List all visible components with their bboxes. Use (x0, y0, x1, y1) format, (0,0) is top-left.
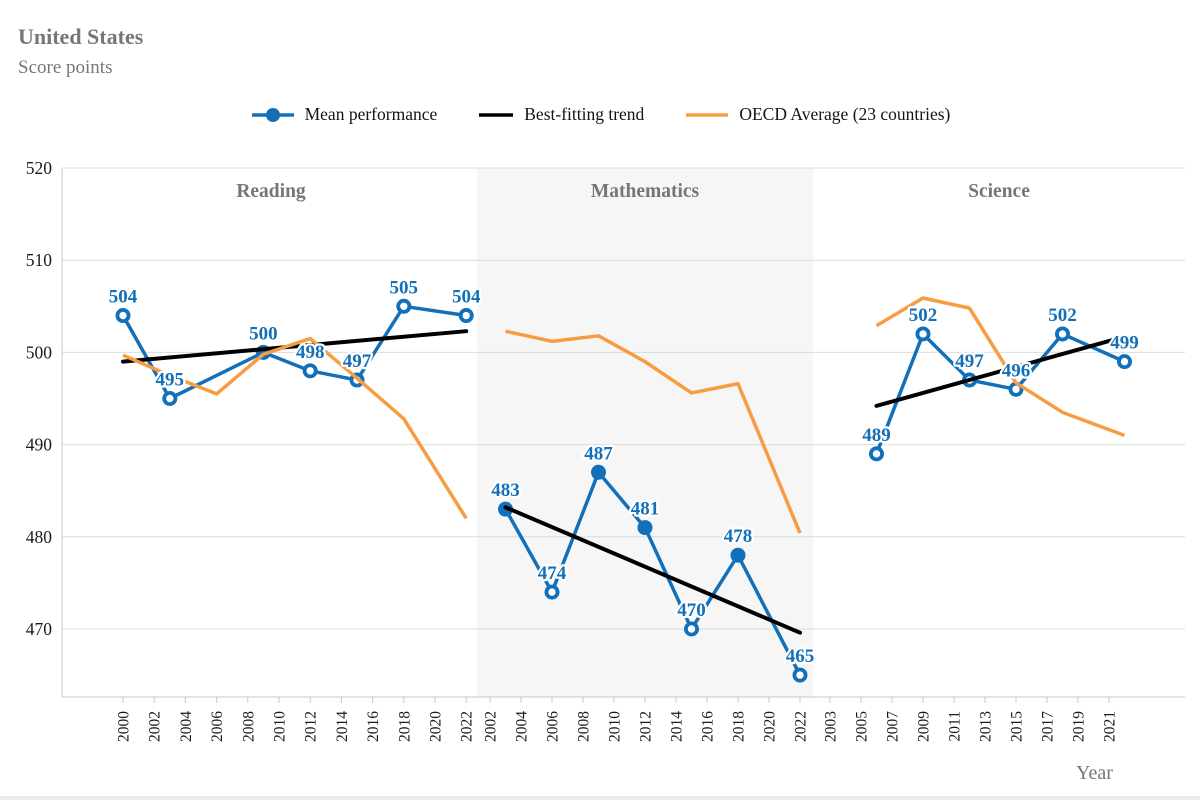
svg-text:510: 510 (26, 250, 53, 270)
svg-text:2000: 2000 (116, 711, 133, 742)
svg-text:2021: 2021 (1102, 711, 1119, 742)
svg-text:2022: 2022 (793, 711, 810, 742)
svg-text:Reading: Reading (236, 181, 306, 202)
svg-text:2002: 2002 (147, 711, 164, 742)
svg-text:504: 504 (109, 287, 138, 308)
svg-text:2016: 2016 (700, 711, 717, 742)
svg-text:2014: 2014 (334, 711, 351, 742)
svg-text:2015: 2015 (1009, 711, 1026, 742)
svg-text:478: 478 (724, 526, 753, 547)
legend-item-mean-performance: Mean performance (250, 104, 438, 125)
svg-text:2016: 2016 (365, 711, 382, 742)
page-title: United States (18, 24, 144, 49)
legend-label-oecd-average: OECD Average (23 countries) (739, 104, 951, 124)
svg-text:505: 505 (390, 277, 419, 298)
legend-item-oecd-average: OECD Average (23 countries) (684, 104, 950, 125)
svg-text:2005: 2005 (854, 711, 871, 742)
svg-text:489: 489 (862, 425, 891, 446)
svg-text:2004: 2004 (178, 711, 195, 742)
oecd-average-line-icon (686, 112, 729, 117)
svg-text:2006: 2006 (209, 711, 226, 742)
svg-text:2017: 2017 (1040, 711, 1057, 742)
svg-text:Science: Science (968, 181, 1030, 202)
svg-text:496: 496 (1002, 360, 1031, 381)
x-axis-title: Year (1076, 762, 1113, 784)
svg-text:2010: 2010 (272, 711, 289, 742)
svg-text:2012: 2012 (303, 711, 320, 742)
svg-text:502: 502 (1048, 305, 1077, 326)
svg-text:2006: 2006 (545, 711, 562, 742)
svg-text:499: 499 (1110, 333, 1139, 354)
svg-text:2013: 2013 (978, 711, 995, 742)
svg-text:2003: 2003 (823, 711, 840, 742)
svg-text:497: 497 (343, 351, 372, 372)
svg-text:2019: 2019 (1071, 711, 1088, 742)
window-bottom-edge (0, 796, 1200, 800)
svg-text:2020: 2020 (762, 711, 779, 742)
svg-text:497: 497 (955, 351, 984, 372)
svg-text:480: 480 (26, 527, 53, 547)
svg-text:2020: 2020 (428, 711, 445, 742)
legend-label-best-fitting-trend: Best-fitting trend (524, 104, 645, 124)
svg-text:490: 490 (26, 435, 53, 455)
svg-text:2010: 2010 (607, 711, 624, 742)
svg-text:2008: 2008 (576, 711, 593, 742)
svg-text:2007: 2007 (885, 711, 902, 742)
best-fitting-trend-line-icon (479, 112, 514, 117)
svg-text:2022: 2022 (459, 711, 476, 742)
svg-text:504: 504 (452, 287, 481, 308)
legend-item-best-fitting-trend: Best-fitting trend (477, 104, 644, 125)
svg-text:2008: 2008 (240, 711, 257, 742)
svg-text:498: 498 (296, 342, 325, 363)
svg-text:470: 470 (677, 600, 706, 621)
svg-text:483: 483 (491, 480, 520, 501)
svg-text:2012: 2012 (638, 711, 655, 742)
svg-text:2011: 2011 (947, 711, 964, 741)
mean-performance-line-icon (251, 107, 294, 122)
svg-text:2018: 2018 (396, 711, 413, 742)
svg-text:474: 474 (538, 563, 567, 584)
svg-text:2014: 2014 (669, 711, 686, 742)
legend-label-mean-performance: Mean performance (304, 104, 438, 124)
svg-text:502: 502 (909, 305, 938, 326)
svg-text:520: 520 (26, 158, 53, 178)
svg-text:470: 470 (26, 619, 53, 639)
svg-text:2004: 2004 (514, 711, 531, 742)
svg-text:2018: 2018 (731, 711, 748, 742)
svg-text:465: 465 (786, 646, 815, 667)
svg-text:500: 500 (249, 323, 278, 344)
svg-text:495: 495 (156, 370, 185, 391)
svg-text:487: 487 (584, 443, 613, 464)
chart-subtitle: Score points (18, 57, 113, 78)
svg-text:Mathematics: Mathematics (591, 181, 700, 202)
svg-text:500: 500 (26, 342, 53, 362)
svg-text:481: 481 (631, 499, 660, 520)
svg-text:2009: 2009 (916, 711, 933, 742)
svg-text:2002: 2002 (483, 711, 500, 742)
chart-legend: Mean performance Best-fitting trend OECD… (0, 104, 1200, 125)
